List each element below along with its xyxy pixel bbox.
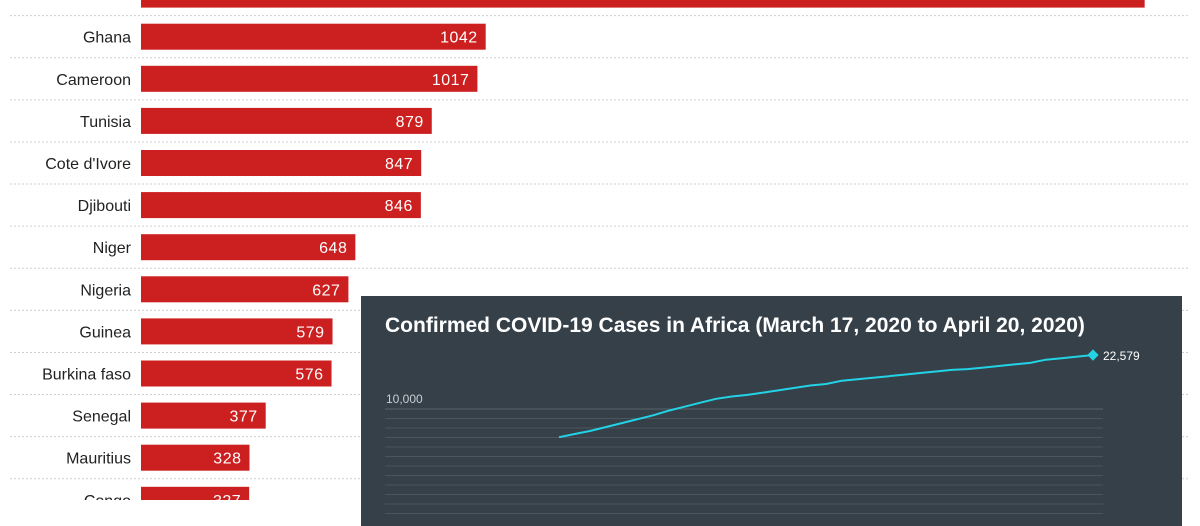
- bar: [141, 402, 266, 429]
- bar-value-label: 1017: [432, 72, 470, 89]
- bar: [141, 486, 250, 500]
- bar-category-label: Tunisia: [80, 114, 131, 131]
- bar-category-label: Djibouti: [78, 198, 131, 215]
- bar-value-label: 579: [296, 324, 324, 341]
- bar-category-label: Nigeria: [80, 282, 131, 299]
- bar-category-label: Congo: [84, 493, 131, 500]
- bar-category-label: Niger: [93, 240, 132, 257]
- bar-category-label: Guinea: [79, 324, 131, 341]
- bar-value-label: 576: [295, 367, 323, 384]
- bar-value-label: 377: [230, 409, 258, 426]
- bar: [141, 65, 478, 92]
- end-marker: [1087, 349, 1099, 361]
- bar: [141, 23, 486, 50]
- bar-value-label: 846: [385, 198, 413, 215]
- y-tick-label: 10,000: [386, 392, 423, 406]
- bar-category-label: Ghana: [83, 30, 131, 47]
- series-line: [558, 354, 1094, 439]
- bar-value-label: 1042: [440, 30, 478, 47]
- end-value-label: 22,579: [1103, 349, 1140, 363]
- bar-category-label: Burkina faso: [42, 367, 131, 384]
- bar-chart: Ghana 1042 Cameroon 1017 Tunisia 879 Cote d'Iv…: [10, 0, 1190, 500]
- line-chart: 10,000 22,579: [385, 349, 1140, 514]
- bar-partial-top: [141, 0, 1145, 8]
- bar-category-label: Cote d'Ivore: [45, 156, 131, 173]
- bar: [141, 444, 250, 471]
- bar: [141, 192, 421, 219]
- bar-category-label: Cameroon: [56, 72, 131, 89]
- line-chart-title: Confirmed COVID-19 Cases in Africa (Marc…: [385, 314, 1085, 337]
- bar-value-label: 847: [385, 156, 413, 173]
- bar-value-label: 627: [312, 282, 340, 299]
- bar: [141, 318, 333, 345]
- bar: [141, 234, 356, 261]
- bar-value-label: 648: [319, 240, 347, 257]
- bar: [141, 276, 349, 303]
- line-chart-panel: Confirmed COVID-19 Cases in Africa (Marc…: [361, 296, 1182, 526]
- bar-value-label: 327: [213, 493, 241, 500]
- bar: [141, 107, 432, 134]
- bar-category-label: Mauritius: [66, 451, 131, 468]
- bar: [141, 150, 422, 176]
- bar: [141, 360, 332, 387]
- bar-category-label: Senegal: [72, 409, 131, 426]
- bar-value-label: 879: [396, 114, 424, 131]
- bar-value-label: 328: [213, 451, 241, 468]
